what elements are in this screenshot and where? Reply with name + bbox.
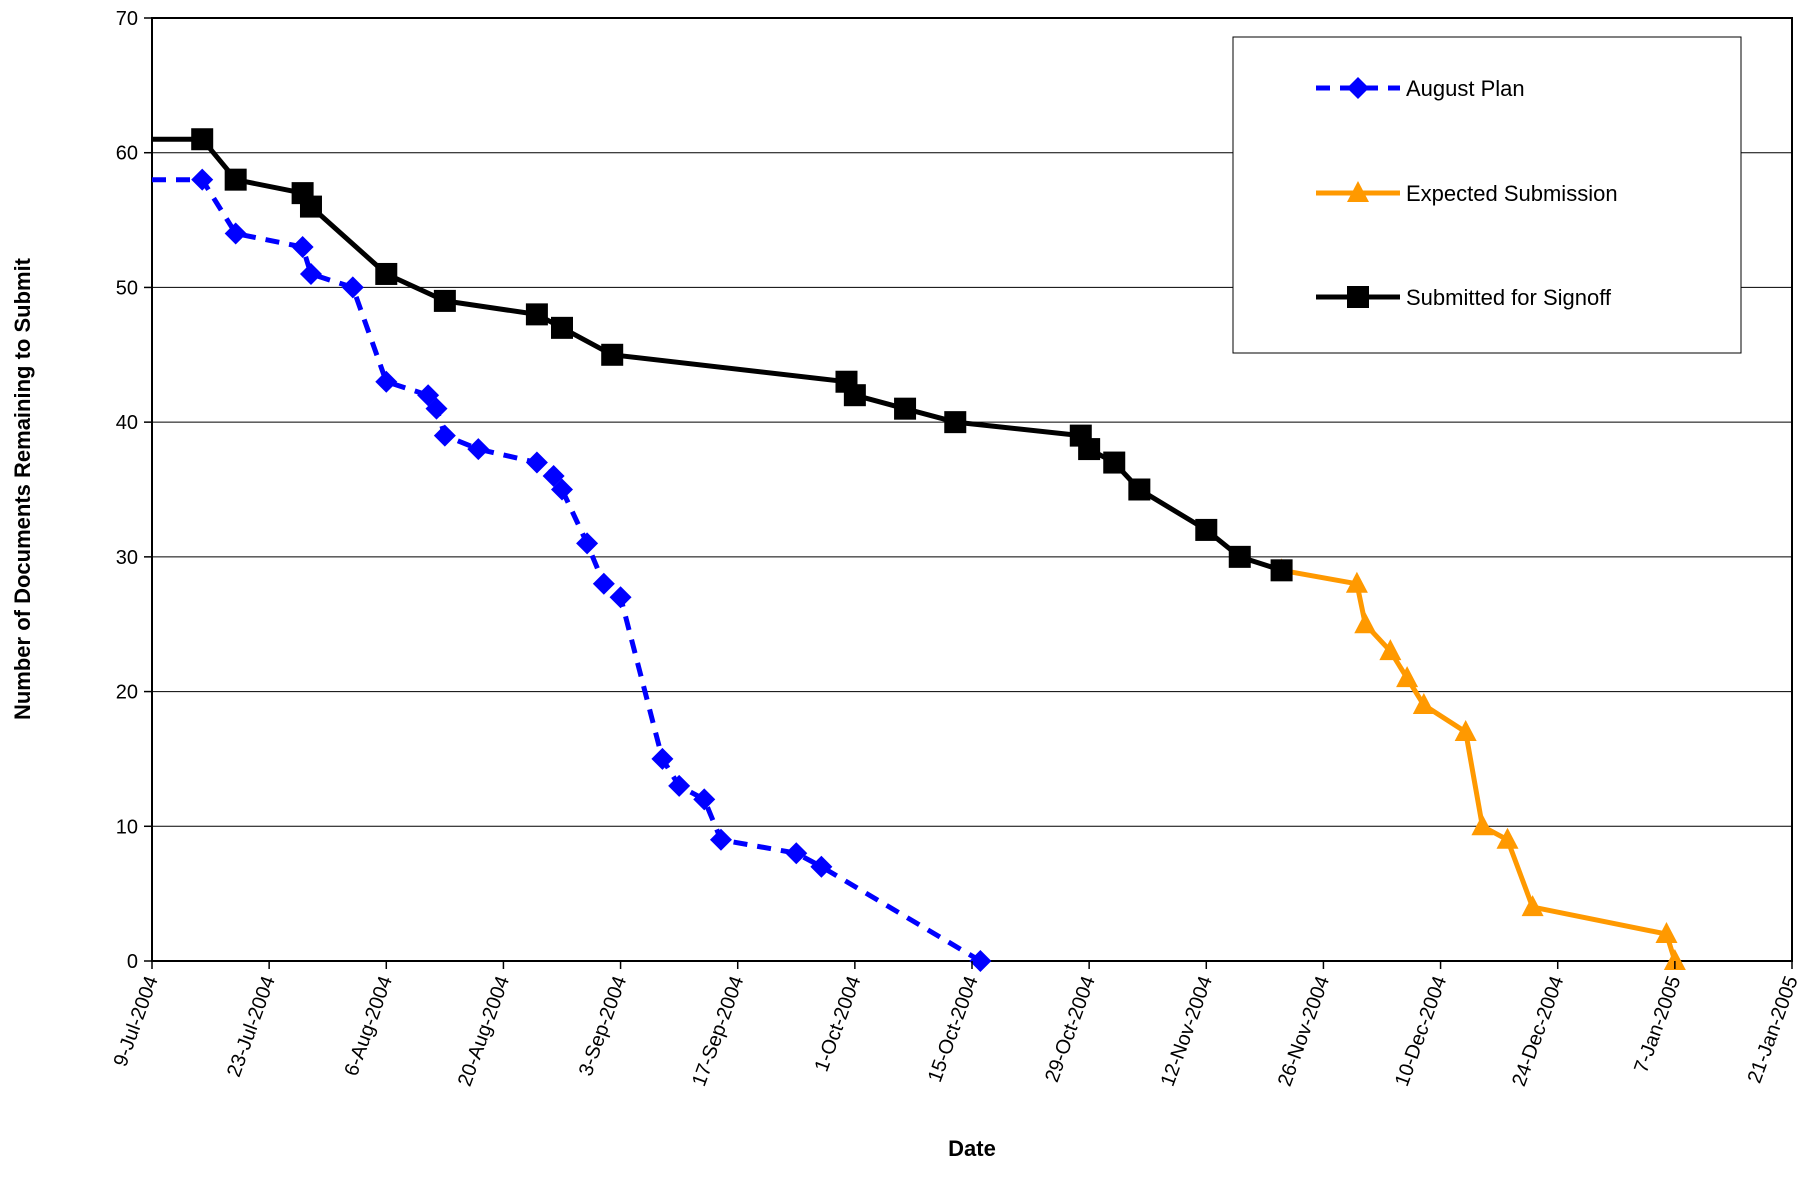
x-tick-label: 9-Jul-2004 — [110, 973, 163, 1069]
data-point-submitted-for-signoff — [601, 343, 624, 366]
data-point-submitted-for-signoff — [1078, 438, 1101, 461]
y-axis-title: Number of Documents Remaining to Submit — [10, 257, 35, 720]
y-tick-label: 50 — [116, 277, 138, 299]
data-point-august-plan — [576, 532, 599, 555]
grid-layer — [152, 152, 1792, 827]
legend-items: August Plan Expected Submission Submitted … — [1316, 76, 1618, 310]
data-point-august-plan — [785, 842, 808, 865]
data-point-august-plan — [191, 168, 214, 191]
y-tick-label: 60 — [116, 143, 138, 165]
y-tick-label: 0 — [127, 951, 138, 973]
legend-marker-august-plan — [1347, 77, 1369, 99]
x-axis-ticks: 9-Jul-2004 23-Jul-2004 6-Aug-2004 20-Aug-20… — [110, 961, 1803, 1089]
data-point-submitted-for-signoff — [299, 195, 322, 218]
y-tick-label: 10 — [116, 816, 138, 838]
x-tick-label: 6-Aug-2004 — [341, 973, 397, 1079]
x-tick-label: 29-Oct-2004 — [1041, 973, 1100, 1085]
data-point-expected-submission — [1663, 949, 1686, 970]
data-point-august-plan — [291, 236, 314, 259]
series-expected-submission — [1270, 558, 1686, 970]
legend-label-expected-submission: Expected Submission — [1406, 181, 1618, 206]
x-tick-label: 7-Jan-2005 — [1630, 973, 1685, 1076]
data-point-august-plan — [425, 397, 448, 420]
data-point-august-plan — [651, 747, 674, 770]
data-point-submitted-for-signoff — [1228, 545, 1251, 568]
x-axis-title: Date — [948, 1136, 996, 1161]
x-tick-label: 23-Jul-2004 — [223, 973, 280, 1080]
x-tick-label: 26-Nov-2004 — [1274, 973, 1334, 1089]
data-point-submitted-for-signoff — [375, 262, 398, 285]
y-tick-label: 40 — [116, 412, 138, 434]
series-line-august-plan — [152, 177, 982, 964]
x-tick-label: 20-Aug-2004 — [454, 973, 514, 1089]
data-point-august-plan — [224, 222, 247, 245]
data-point-expected-submission — [1655, 922, 1678, 944]
data-point-submitted-for-signoff — [843, 384, 866, 407]
series-submitted-for-signoff — [152, 128, 1293, 582]
data-point-submitted-for-signoff — [525, 303, 548, 326]
data-point-submitted-for-signoff — [944, 411, 967, 434]
legend-item-submitted-for-signoff: Submitted for Signoff — [1316, 285, 1612, 310]
legend: August Plan Expected Submission Submitted … — [1232, 36, 1742, 354]
data-point-august-plan — [969, 950, 992, 972]
data-point-expected-submission — [1354, 612, 1377, 634]
legend-item-august-plan: August Plan — [1316, 76, 1525, 101]
y-tick-label: 30 — [116, 547, 138, 569]
data-point-expected-submission — [1454, 719, 1477, 741]
data-point-submitted-for-signoff — [551, 316, 573, 339]
data-point-august-plan — [299, 262, 322, 285]
data-point-august-plan — [341, 276, 364, 299]
x-tick-label: 1-Oct-2004 — [811, 973, 866, 1075]
data-point-submitted-for-signoff — [1195, 518, 1218, 541]
data-point-august-plan — [375, 370, 398, 393]
legend-item-expected-submission: Expected Submission — [1316, 181, 1618, 206]
legend-label-august-plan: August Plan — [1406, 76, 1525, 101]
data-point-submitted-for-signoff — [1270, 559, 1293, 582]
x-tick-label: 12-Nov-2004 — [1157, 973, 1217, 1089]
data-point-august-plan — [810, 855, 833, 878]
series-august-plan — [152, 168, 992, 972]
data-point-august-plan — [467, 438, 490, 461]
x-tick-label: 3-Sep-2004 — [575, 973, 631, 1079]
y-tick-label: 20 — [116, 682, 138, 704]
x-tick-label: 15-Oct-2004 — [924, 973, 983, 1085]
data-point-august-plan — [551, 478, 573, 501]
data-point-august-plan — [525, 451, 548, 474]
legend-marker-expected-submission — [1347, 181, 1369, 202]
data-point-expected-submission — [1396, 666, 1419, 688]
legend-marker-submitted-for-signoff — [1347, 286, 1369, 308]
data-point-submitted-for-signoff — [1128, 478, 1151, 501]
data-point-expected-submission — [1496, 827, 1519, 849]
data-point-august-plan — [709, 828, 732, 851]
data-point-submitted-for-signoff — [1103, 451, 1126, 474]
y-tick-label: 70 — [116, 8, 138, 30]
data-point-expected-submission — [1379, 639, 1402, 661]
data-point-expected-submission — [1345, 571, 1368, 593]
series-line-expected-submission — [1281, 567, 1678, 962]
data-point-expected-submission — [1471, 814, 1494, 836]
data-point-august-plan — [693, 788, 716, 811]
data-point-submitted-for-signoff — [224, 168, 247, 191]
data-point-expected-submission — [1412, 693, 1435, 715]
x-tick-label: 24-Dec-2004 — [1508, 973, 1568, 1089]
data-point-august-plan — [433, 424, 456, 447]
x-tick-label: 21-Jan-2005 — [1744, 973, 1803, 1086]
x-tick-label: 10-Dec-2004 — [1391, 973, 1451, 1089]
y-axis-ticks: 0 10 20 30 40 50 60 70 — [116, 8, 152, 973]
x-tick-label: 17-Sep-2004 — [688, 973, 748, 1089]
data-point-august-plan — [592, 572, 615, 595]
data-point-submitted-for-signoff — [433, 289, 456, 312]
data-point-submitted-for-signoff — [894, 397, 917, 420]
data-point-expected-submission — [1521, 895, 1544, 917]
data-point-august-plan — [668, 774, 691, 797]
series-layer — [152, 128, 1686, 972]
data-point-submitted-for-signoff — [191, 128, 214, 151]
legend-label-submitted-for-signoff: Submitted for Signoff — [1406, 285, 1612, 310]
data-point-august-plan — [609, 586, 632, 609]
